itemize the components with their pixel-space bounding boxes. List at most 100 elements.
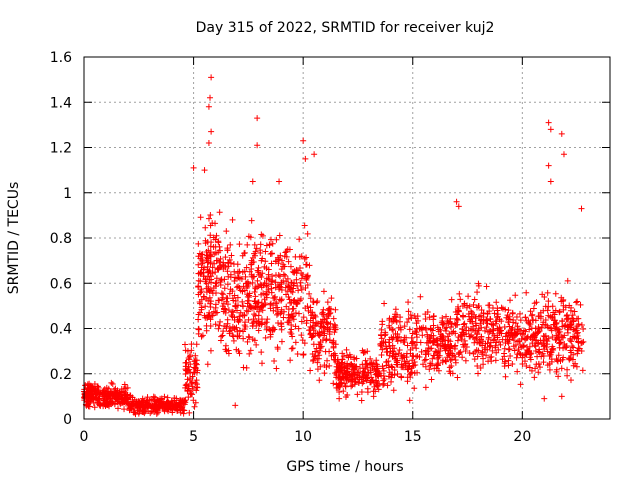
data-point — [177, 396, 184, 403]
data-point — [536, 327, 543, 334]
data-point — [548, 358, 555, 365]
data-point — [114, 398, 121, 405]
data-point — [195, 261, 202, 268]
data-point — [205, 103, 212, 110]
data-point — [391, 366, 398, 373]
data-point — [528, 312, 535, 319]
data-point — [188, 341, 195, 348]
data-point — [234, 294, 241, 301]
data-point — [321, 324, 328, 331]
data-point — [227, 286, 234, 293]
data-point — [535, 313, 542, 320]
data-point — [258, 349, 265, 356]
data-point — [248, 273, 255, 280]
data-point — [356, 376, 363, 383]
data-point — [370, 393, 377, 400]
data-point — [370, 388, 377, 395]
data-point — [210, 234, 217, 241]
data-point — [536, 346, 543, 353]
data-point — [155, 397, 162, 404]
data-point — [182, 347, 189, 354]
data-point — [578, 321, 585, 328]
data-point — [513, 354, 520, 361]
data-point — [407, 346, 414, 353]
data-point — [207, 347, 214, 354]
data-point — [259, 307, 266, 314]
data-point — [345, 354, 352, 361]
data-point — [141, 410, 148, 417]
data-point — [227, 271, 234, 278]
data-point — [542, 332, 549, 339]
data-point — [396, 347, 403, 354]
data-point — [386, 369, 393, 376]
data-point — [161, 393, 168, 400]
data-point — [311, 151, 318, 158]
data-point — [564, 366, 571, 373]
data-point — [243, 264, 250, 271]
data-point — [284, 246, 291, 253]
data-point — [207, 298, 214, 305]
data-point — [530, 305, 537, 312]
data-point — [330, 315, 337, 322]
data-point — [257, 247, 264, 254]
data-point — [516, 337, 523, 344]
data-point — [442, 343, 449, 350]
data-point — [216, 209, 223, 216]
data-point — [491, 336, 498, 343]
data-point — [285, 258, 292, 265]
data-point — [385, 364, 392, 371]
data-point — [263, 242, 270, 249]
data-point — [456, 350, 463, 357]
data-point — [544, 338, 551, 345]
y-axis-label: SRMTID / TECUs — [6, 182, 22, 295]
data-point — [418, 348, 425, 355]
data-point — [252, 285, 259, 292]
data-point — [527, 351, 534, 358]
data-point — [509, 309, 516, 316]
data-point — [457, 296, 464, 303]
data-point — [469, 310, 476, 317]
data-point — [108, 379, 115, 386]
data-point — [97, 402, 104, 409]
data-point — [406, 397, 413, 404]
data-point — [249, 336, 256, 343]
data-point — [236, 241, 243, 248]
data-point — [320, 323, 327, 330]
data-point — [274, 304, 281, 311]
data-point — [229, 323, 236, 330]
data-point — [316, 377, 323, 384]
data-point — [150, 403, 157, 410]
data-point — [497, 341, 504, 348]
data-point — [228, 252, 235, 259]
data-point — [394, 370, 401, 377]
data-point — [281, 263, 288, 270]
data-point — [289, 268, 296, 275]
data-point — [195, 316, 202, 323]
data-point — [186, 353, 193, 360]
data-point — [453, 198, 460, 205]
data-point — [575, 321, 582, 328]
data-point — [236, 268, 243, 275]
data-point — [140, 401, 147, 408]
data-point — [379, 318, 386, 325]
data-point — [121, 381, 128, 388]
data-point — [294, 351, 301, 358]
data-point — [423, 326, 430, 333]
data-point — [84, 381, 91, 388]
data-point — [204, 263, 211, 270]
data-point — [492, 357, 499, 364]
data-point — [389, 326, 396, 333]
data-point — [197, 289, 204, 296]
data-point — [85, 389, 92, 396]
data-point — [397, 314, 404, 321]
data-point — [471, 356, 478, 363]
data-point — [268, 281, 275, 288]
data-point — [193, 377, 200, 384]
data-point — [459, 333, 466, 340]
data-point — [358, 397, 365, 404]
data-point — [185, 354, 192, 361]
data-point — [352, 378, 359, 385]
data-point — [208, 74, 215, 81]
data-point — [235, 302, 242, 309]
data-point — [313, 345, 320, 352]
